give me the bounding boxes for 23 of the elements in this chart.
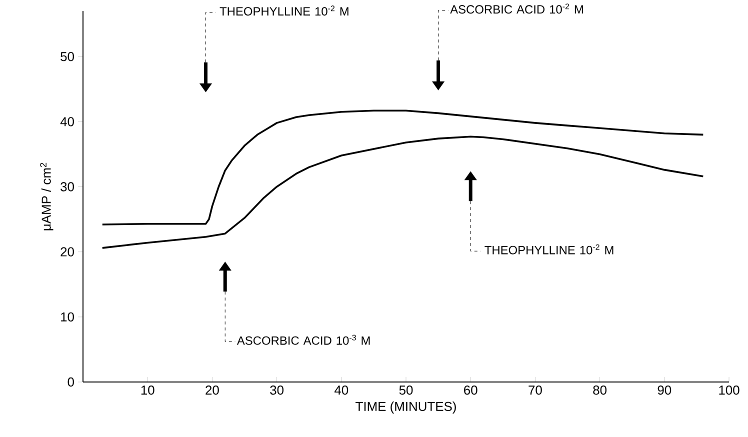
line-series (101, 110, 704, 226)
annotation: THEOPHYLLINE 10$^{-2}$ M (220, 6, 348, 16)
y-tick-label: 20 (60, 247, 74, 256)
x-tick-label: 80 (593, 386, 607, 395)
y-axis-title: μAMP / cm$^{2}$ (40, 162, 54, 230)
x-tick-label: 60 (464, 386, 478, 395)
annotation: ASCORBIC ACID 10$^{-3}$ M (236, 334, 370, 345)
x-tick-label: 90 (658, 386, 672, 395)
x-tick-label: 50 (399, 386, 413, 395)
y-tick-label: 30 (60, 182, 74, 192)
y-tick-label: 0 (68, 377, 74, 387)
y-tick-label: 10 (61, 312, 74, 322)
x-axis-title: TIME (MINUTES) (356, 402, 456, 414)
x-tick-label: 10 (141, 386, 154, 395)
annotation: ASCORBIC ACID 10$^{-2}$ M (450, 4, 583, 14)
x-tick-label: 100 (719, 386, 740, 395)
x-tick-label: 20 (206, 386, 219, 395)
annotation: THEOPHYLLINE 10$^{-2}$ M (484, 244, 614, 254)
x-tick-label: 30 (270, 386, 284, 395)
y-tick-label: 40 (60, 117, 74, 126)
x-tick-label: 40 (334, 386, 348, 395)
y-tick-label: 50 (60, 52, 74, 62)
x-tick-label: 70 (528, 386, 542, 395)
